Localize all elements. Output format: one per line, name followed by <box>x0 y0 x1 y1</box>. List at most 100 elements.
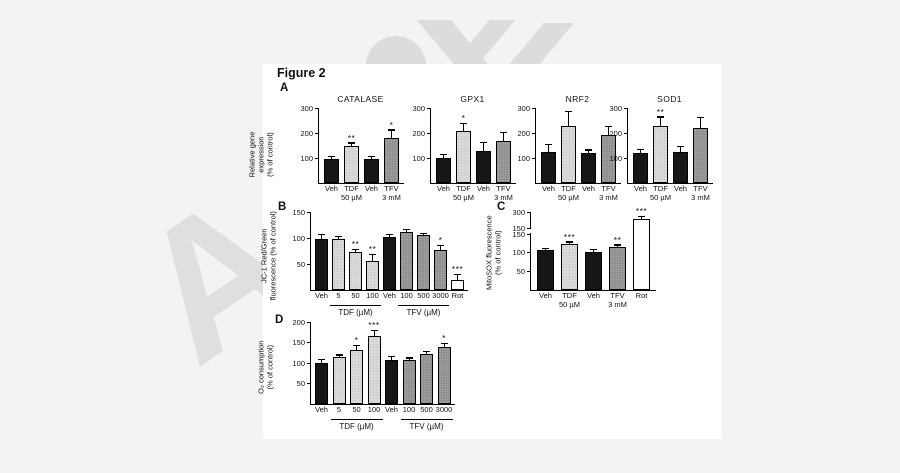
error-bar-cap <box>352 248 359 250</box>
significance-stars: *** <box>635 206 648 217</box>
significance-stars: ** <box>351 238 360 249</box>
x-tick-label: TFV 3 mM <box>494 184 513 202</box>
significance-stars: ** <box>613 234 622 245</box>
error-bar <box>660 117 661 127</box>
bar <box>400 231 413 290</box>
x-tick-label: Veh <box>383 291 396 300</box>
x-tick-label: 100 <box>400 291 413 300</box>
error-bar <box>608 127 609 136</box>
error-bar-cap <box>403 229 410 231</box>
significance-stars: * <box>389 119 394 130</box>
x-tick-label: Rot <box>451 291 464 300</box>
error-bar-cap <box>677 146 684 148</box>
chart-title-nrf2: NRF2 <box>565 94 590 104</box>
x-tick-label: 500 <box>420 405 433 414</box>
error-bar <box>321 359 322 364</box>
error-bar-cap <box>335 354 343 356</box>
bar <box>581 153 596 183</box>
y-tick-mark <box>306 362 311 364</box>
error-bar <box>548 144 549 153</box>
error-bar <box>443 155 444 159</box>
error-bar-cap <box>388 355 395 357</box>
bar <box>402 360 416 404</box>
y-axis-label-a: Relative gene expression (% of control) <box>247 131 275 178</box>
bar <box>693 128 708 183</box>
x-tick-label: 100 <box>402 405 416 414</box>
y-tick-label: 300 <box>412 103 425 113</box>
error-bar-cap <box>388 129 395 131</box>
error-bar-cap <box>318 358 325 360</box>
y-tick-mark <box>623 132 628 134</box>
error-bar-cap <box>605 126 612 128</box>
chart-title-sod1: SOD1 <box>657 94 682 104</box>
error-bar <box>593 250 594 253</box>
x-tick-label: 5 <box>336 291 341 300</box>
y-tick-mark <box>526 227 531 229</box>
bar <box>332 238 345 290</box>
error-bar-cap <box>423 351 430 353</box>
error-bar-cap <box>353 345 360 347</box>
y-tick-mark <box>314 157 319 159</box>
error-bar-cap <box>585 149 592 151</box>
bar <box>609 247 626 290</box>
x-tick-label: TDF 50 µM <box>453 184 474 202</box>
bar <box>366 261 379 290</box>
error-bar-cap <box>335 235 342 237</box>
bar <box>383 236 396 290</box>
x-tick-label: Veh <box>587 291 600 300</box>
y-tick-mark <box>526 252 531 254</box>
error-bar <box>443 343 445 349</box>
bar <box>673 152 688 183</box>
significance-stars: *** <box>451 264 464 275</box>
x-tick-label: Veh <box>634 184 647 193</box>
bar <box>385 359 398 404</box>
group-label: TDF (µM) <box>338 308 373 317</box>
y-tick-label: 300 <box>517 103 530 113</box>
y-tick-mark <box>531 107 536 109</box>
bar <box>585 251 602 290</box>
x-tick-label: TFV 3 mM <box>691 184 710 202</box>
x-tick-label: Veh <box>315 405 328 414</box>
x-tick-label: Veh <box>385 405 398 414</box>
chart-o2-consumption: 50 100 150 200 Veh 5 * 50 *** 100 Veh 100 500 * 3000 TD… <box>284 318 455 431</box>
y-tick-mark <box>526 233 531 235</box>
error-bar <box>356 346 357 352</box>
y-tick-mark <box>426 132 431 134</box>
y-tick-label: 100 <box>300 153 313 163</box>
error-bar <box>351 143 352 147</box>
error-bar <box>700 118 701 129</box>
bar <box>332 357 346 404</box>
bar <box>476 150 491 183</box>
chart-gpx1: GPX1 100 200 300 Veh * TDF 50 µM Veh TFV 3 mM <box>404 94 516 202</box>
error-bar <box>338 236 339 240</box>
error-bar-cap <box>542 247 549 249</box>
y-tick-label: 150 <box>512 223 525 233</box>
x-tick-label: Veh <box>674 184 687 193</box>
bar <box>384 137 399 183</box>
y-tick-label: 200 <box>517 128 530 138</box>
y-tick-label: 200 <box>300 128 313 138</box>
y-tick-mark <box>306 383 311 385</box>
significance-stars: ** <box>368 244 377 255</box>
plot-area: 50 100 150 200 Veh 5 * 50 *** 100 Veh 100 500 * 3000 TD… <box>292 318 455 431</box>
plot-area: 100 200 300 Veh ** TDF 50 µM Veh TFV 3 mM <box>609 104 713 202</box>
error-bar-cap <box>697 116 704 118</box>
chart-mitosox: 50 100 150 150 300 Veh *** TDF 50 µM Veh ** TFV 3 … <box>504 206 656 309</box>
error-bar <box>408 358 410 362</box>
bar <box>561 244 578 290</box>
x-tick-label: 5 <box>336 405 342 414</box>
bar <box>420 354 433 404</box>
significance-stars: * <box>461 113 466 124</box>
error-bar-cap <box>565 110 572 112</box>
bar <box>350 350 363 404</box>
y-tick-label: 200 <box>292 317 305 327</box>
x-tick-label: Veh <box>542 184 555 193</box>
watermark-shape-icon <box>366 36 426 66</box>
panel-label-d: D <box>275 314 284 326</box>
error-bar-cap <box>566 241 573 243</box>
y-tick-mark <box>623 157 628 159</box>
significance-stars: * <box>438 235 443 246</box>
error-bar <box>391 130 392 139</box>
bar <box>324 159 339 183</box>
error-bar-cap <box>590 249 597 251</box>
